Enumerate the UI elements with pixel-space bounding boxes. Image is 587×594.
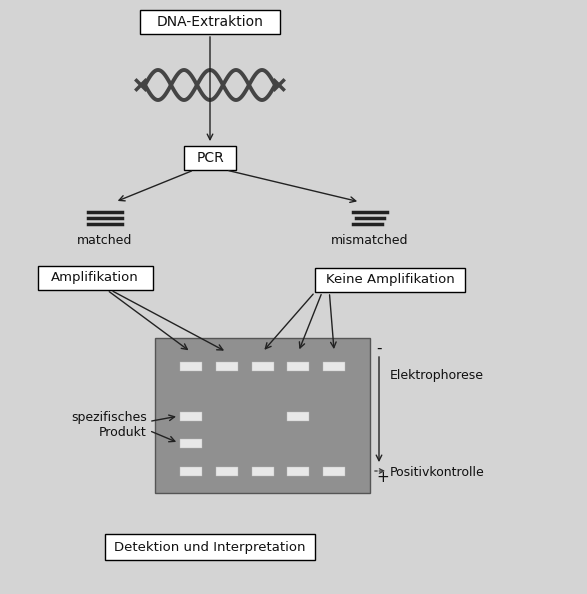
FancyBboxPatch shape [323, 466, 345, 476]
FancyBboxPatch shape [180, 438, 202, 447]
FancyBboxPatch shape [287, 412, 309, 421]
Text: PCR: PCR [196, 151, 224, 165]
FancyBboxPatch shape [155, 338, 370, 493]
Text: Keine Amplifikation: Keine Amplifikation [326, 273, 454, 286]
FancyBboxPatch shape [251, 466, 274, 476]
FancyBboxPatch shape [215, 466, 238, 476]
Text: +: + [376, 469, 389, 485]
FancyBboxPatch shape [184, 146, 236, 170]
FancyBboxPatch shape [140, 10, 280, 34]
FancyBboxPatch shape [180, 466, 202, 476]
FancyBboxPatch shape [315, 268, 465, 292]
Text: matched: matched [77, 234, 133, 247]
Text: -: - [376, 341, 382, 356]
FancyBboxPatch shape [323, 362, 345, 371]
FancyBboxPatch shape [287, 362, 309, 371]
FancyBboxPatch shape [215, 362, 238, 371]
Text: Positivkontrolle: Positivkontrolle [390, 466, 485, 479]
Text: Detektion und Interpretation: Detektion und Interpretation [114, 541, 306, 554]
Text: DNA-Extraktion: DNA-Extraktion [157, 15, 264, 29]
Text: Elektrophorese: Elektrophorese [390, 369, 484, 383]
FancyBboxPatch shape [251, 362, 274, 371]
FancyBboxPatch shape [180, 412, 202, 421]
Text: Amplifikation: Amplifikation [51, 271, 139, 285]
FancyBboxPatch shape [287, 466, 309, 476]
FancyBboxPatch shape [38, 266, 153, 290]
Text: mismatched: mismatched [331, 234, 409, 247]
FancyBboxPatch shape [180, 362, 202, 371]
FancyBboxPatch shape [105, 534, 315, 560]
Text: spezifisches
Produkt: spezifisches Produkt [71, 412, 147, 440]
